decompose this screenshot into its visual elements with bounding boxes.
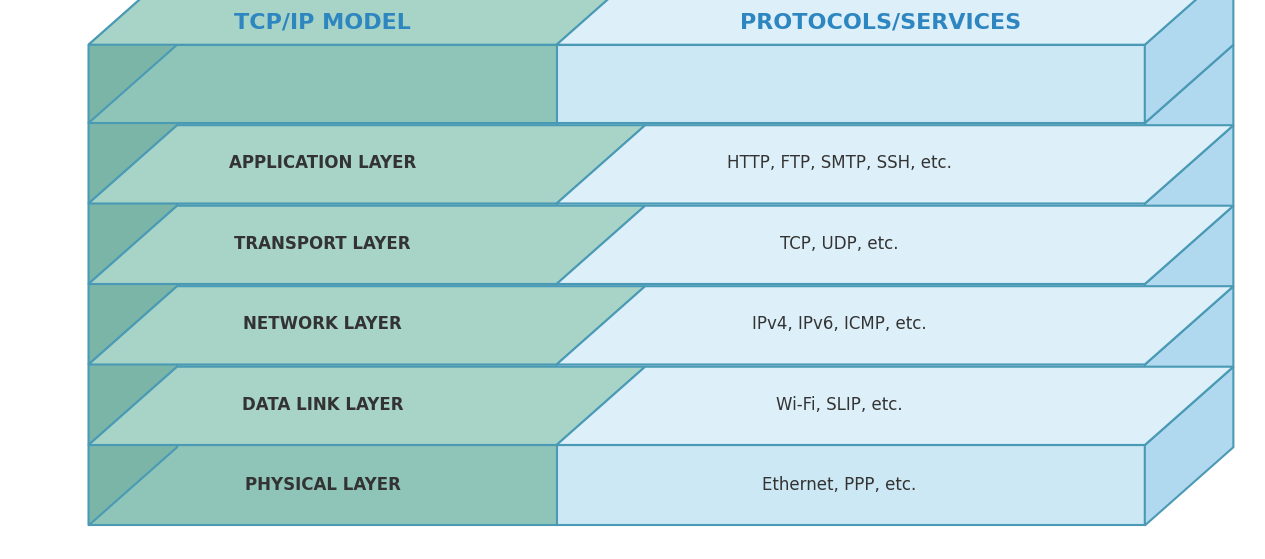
Text: TCP/IP MODEL: TCP/IP MODEL [234, 12, 411, 32]
Text: Wi-Fi, SLIP, etc.: Wi-Fi, SLIP, etc. [775, 396, 902, 414]
Polygon shape [89, 123, 557, 203]
Polygon shape [1145, 0, 1233, 123]
Polygon shape [89, 125, 177, 284]
Polygon shape [89, 206, 177, 364]
Polygon shape [89, 0, 645, 45]
Polygon shape [89, 286, 177, 445]
Polygon shape [1145, 206, 1233, 364]
Polygon shape [557, 45, 1233, 123]
Polygon shape [89, 125, 645, 203]
Polygon shape [557, 286, 1233, 364]
Text: TCP, UDP, etc.: TCP, UDP, etc. [779, 235, 898, 253]
Polygon shape [1145, 45, 1233, 203]
Polygon shape [89, 286, 645, 364]
Polygon shape [89, 45, 645, 123]
Polygon shape [557, 45, 1145, 123]
Text: DATA LINK LAYER: DATA LINK LAYER [242, 396, 404, 414]
Polygon shape [1145, 125, 1233, 284]
Text: TRANSPORT LAYER: TRANSPORT LAYER [234, 235, 411, 253]
Polygon shape [557, 0, 1233, 45]
Polygon shape [557, 367, 1233, 445]
Polygon shape [89, 206, 645, 284]
Polygon shape [1145, 286, 1233, 445]
Text: HTTP, FTP, SMTP, SSH, etc.: HTTP, FTP, SMTP, SSH, etc. [726, 154, 951, 172]
Polygon shape [89, 364, 557, 445]
Polygon shape [89, 367, 177, 525]
Polygon shape [557, 445, 1145, 525]
Text: PHYSICAL LAYER: PHYSICAL LAYER [244, 476, 401, 494]
Polygon shape [557, 284, 1145, 364]
Text: Ethernet, PPP, etc.: Ethernet, PPP, etc. [762, 476, 916, 494]
Polygon shape [557, 125, 1233, 203]
Polygon shape [89, 45, 177, 203]
Polygon shape [89, 367, 645, 445]
Text: PROTOCOLS/SERVICES: PROTOCOLS/SERVICES [740, 12, 1021, 32]
Polygon shape [89, 45, 557, 123]
Text: IPv4, IPv6, ICMP, etc.: IPv4, IPv6, ICMP, etc. [751, 315, 926, 333]
Polygon shape [557, 206, 1233, 284]
Polygon shape [89, 0, 177, 123]
Polygon shape [557, 364, 1145, 445]
Text: APPLICATION LAYER: APPLICATION LAYER [229, 154, 416, 172]
Polygon shape [1145, 367, 1233, 525]
Text: NETWORK LAYER: NETWORK LAYER [243, 315, 402, 333]
Polygon shape [89, 203, 557, 284]
Polygon shape [89, 284, 557, 364]
Polygon shape [557, 203, 1145, 284]
Polygon shape [89, 445, 557, 525]
Polygon shape [557, 123, 1145, 203]
